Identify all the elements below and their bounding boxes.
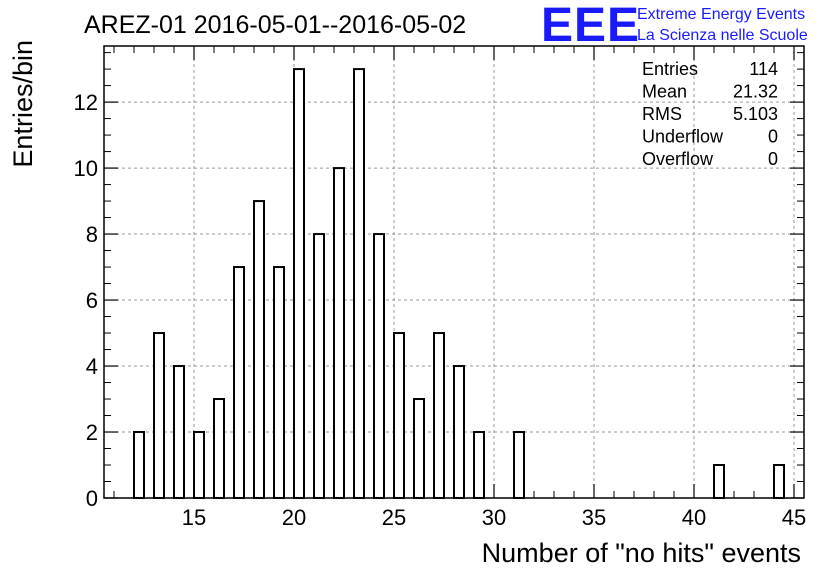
axis-ticks bbox=[104, 46, 804, 499]
stats-label: Underflow bbox=[642, 127, 724, 147]
x-tick-label: 40 bbox=[682, 505, 706, 530]
histogram-bar bbox=[453, 365, 465, 500]
histogram-bar bbox=[513, 431, 525, 499]
stats-label: Mean bbox=[642, 82, 687, 102]
stats-box: Entries 114 Mean 21.32 RMS 5.103 Underflow 0 Ove… bbox=[642, 59, 778, 169]
x-tick-label: 45 bbox=[782, 505, 806, 530]
x-tick-label: 35 bbox=[582, 505, 606, 530]
y-tick-label: 0 bbox=[86, 486, 98, 511]
y-tick-label: 2 bbox=[86, 420, 98, 445]
histogram-bar bbox=[273, 266, 285, 499]
y-tick-label: 10 bbox=[74, 156, 98, 181]
stats-label: Overflow bbox=[642, 149, 714, 169]
stats-value: 0 bbox=[768, 149, 778, 169]
histogram-bar bbox=[373, 233, 385, 500]
histogram-bar bbox=[173, 365, 185, 500]
x-tick-label: 25 bbox=[382, 505, 406, 530]
histogram-bar bbox=[473, 431, 485, 499]
histogram-bar bbox=[233, 266, 245, 499]
histogram-bar bbox=[133, 431, 145, 499]
eee-logo: EEE Extreme Energy Events La Scienza nel… bbox=[541, 0, 808, 52]
chart-title: AREZ-01 2016-05-01--2016-05-02 bbox=[84, 11, 466, 39]
y-tick-label: 8 bbox=[86, 222, 98, 247]
y-tick-label: 12 bbox=[74, 90, 98, 115]
histogram-bar bbox=[313, 233, 325, 500]
stats-label: RMS bbox=[642, 104, 682, 124]
histogram-bar bbox=[153, 332, 165, 499]
histogram-bar bbox=[393, 332, 405, 499]
stats-value: 114 bbox=[749, 59, 778, 79]
y-tick-label: 6 bbox=[86, 288, 98, 313]
histogram-bar bbox=[353, 68, 365, 500]
histogram-bar bbox=[253, 200, 265, 499]
stats-value: 0 bbox=[768, 127, 778, 147]
x-axis-title: Number of "no hits" events bbox=[482, 538, 801, 568]
logo-line-2: La Scienza nelle Scuole bbox=[637, 27, 808, 44]
histogram-bar bbox=[773, 464, 785, 499]
histogram-bar bbox=[413, 398, 425, 500]
grid-lines bbox=[104, 46, 804, 498]
stats-value: 5.103 bbox=[733, 104, 778, 124]
histogram-bar bbox=[433, 332, 445, 499]
histogram-bar bbox=[333, 167, 345, 499]
histogram-bar bbox=[213, 398, 225, 500]
logo-line-1: Extreme Energy Events bbox=[637, 6, 805, 23]
histogram-bar bbox=[293, 68, 305, 500]
histogram-bar bbox=[713, 464, 725, 499]
histogram-bar bbox=[193, 431, 205, 499]
x-tick-label: 30 bbox=[482, 505, 506, 530]
stats-label: Entries bbox=[642, 59, 698, 79]
y-axis-title: Entries/bin bbox=[8, 40, 38, 168]
x-tick-label: 15 bbox=[182, 505, 206, 530]
logo-mark: EEE bbox=[541, 0, 640, 52]
stats-value: 21.32 bbox=[733, 82, 778, 102]
tick-labels: 15 20 25 30 35 40 45 0 2 4 6 8 10 12 bbox=[74, 90, 807, 530]
y-tick-label: 4 bbox=[86, 354, 98, 379]
x-tick-label: 20 bbox=[282, 505, 306, 530]
